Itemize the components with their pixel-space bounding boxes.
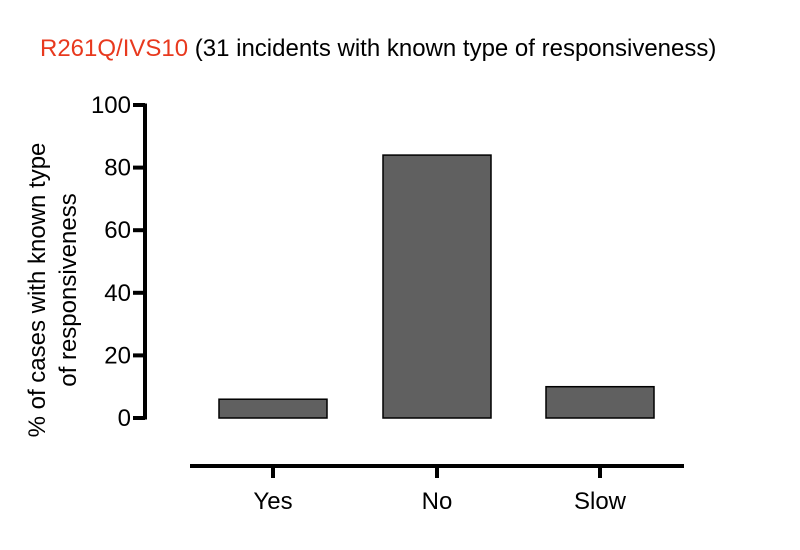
x-tick-label: No xyxy=(422,488,453,515)
x-tick-label: Yes xyxy=(253,488,292,515)
chart-title-rest: (31 incidents with known type of respons… xyxy=(188,35,716,62)
y-tick-label: 100 xyxy=(91,92,131,119)
bar-yes xyxy=(218,398,328,419)
y-tick-label: 80 xyxy=(104,155,131,182)
plot-area: 0 20 40 60 80 100 Yes No Slow xyxy=(91,92,684,515)
y-tick-label: 0 xyxy=(118,405,131,432)
chart-title-highlight: R261Q/IVS10 xyxy=(40,35,188,62)
y-tick-label: 20 xyxy=(104,342,131,369)
chart-title: R261Q/IVS10 (31 incidents with known typ… xyxy=(40,35,716,62)
bar-slow xyxy=(545,385,655,419)
x-tick-label: Slow xyxy=(574,488,627,515)
bar-no xyxy=(382,154,492,419)
y-tick-label: 40 xyxy=(104,280,131,307)
y-axis-label-line2: of responsiveness xyxy=(55,193,82,386)
y-axis-label-line1: % of cases with known type xyxy=(24,143,51,438)
y-tick-label: 60 xyxy=(104,217,131,244)
y-axis-label: % of cases with known type of responsive… xyxy=(24,143,82,438)
